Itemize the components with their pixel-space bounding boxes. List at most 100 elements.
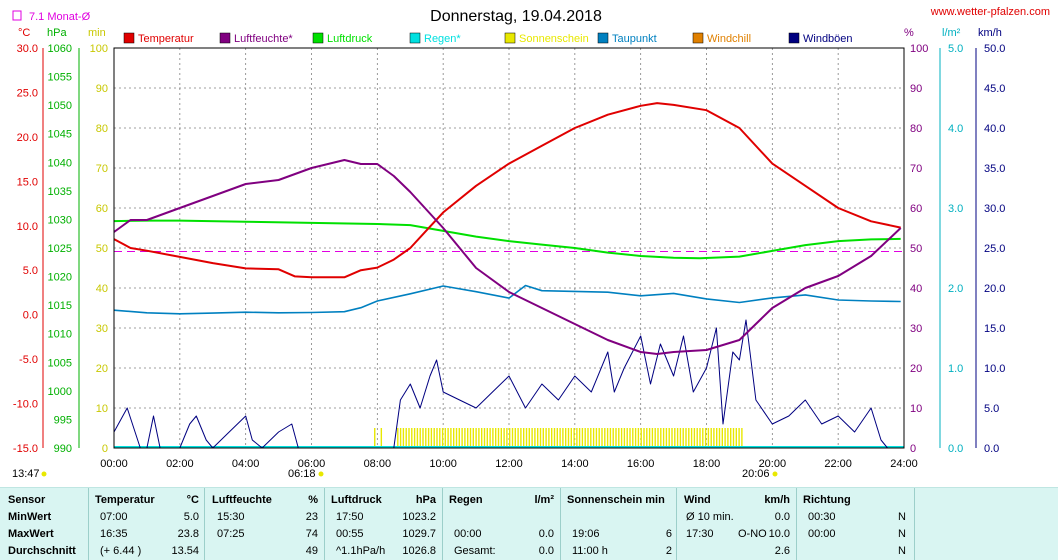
stats-cell: 07:00 — [100, 511, 128, 523]
sunshine-bar — [425, 428, 427, 448]
wind-tick: 50.0 — [984, 43, 1005, 55]
stats-cell: (+ 6.44 ) — [100, 545, 142, 557]
site-link[interactable]: www.wetter-pfalzen.com — [930, 6, 1050, 18]
stats-cell: ^1.1hPa/h — [336, 545, 386, 557]
sunshine-bar — [615, 428, 617, 448]
rain-tick: 5.0 — [948, 43, 963, 55]
legend-swatch — [219, 32, 231, 44]
wind-tick: 35.0 — [984, 163, 1005, 175]
sunshine-bar — [735, 428, 737, 448]
sunshine-bar — [528, 428, 530, 448]
stats-cell: 1023.2 — [402, 511, 436, 523]
sunshine-bar — [654, 428, 656, 448]
rain-tick: 3.0 — [948, 203, 963, 215]
sunshine-bar — [531, 428, 533, 448]
sunshine-bar — [509, 428, 511, 448]
time-markers: 13:47 06:18 20:06 — [12, 468, 778, 480]
sunshine-bar — [495, 428, 497, 448]
stats-cell: 6 — [665, 528, 672, 540]
stats-cell: Ø 10 min. — [686, 511, 734, 523]
press-tick: 990 — [54, 443, 72, 455]
sunshine-bar — [545, 428, 547, 448]
sunshine-bar — [718, 428, 721, 448]
wind-tick: 45.0 — [984, 83, 1005, 95]
sun-tick: 90 — [96, 83, 108, 95]
stats-cell: 15:30 — [217, 511, 245, 523]
time-tick: 10:00 — [429, 458, 457, 470]
stats-cell: 00:30 — [808, 511, 836, 523]
time-tick: 22:00 — [824, 458, 852, 470]
rain-tick: 4.0 — [948, 123, 963, 135]
sunshine-bar — [713, 428, 715, 448]
sunshine-bar — [721, 428, 723, 448]
sunshine-bar — [520, 428, 522, 448]
temp-tick: 20.0 — [17, 132, 38, 144]
rain-tick: 2.0 — [948, 283, 963, 295]
sunshine-bar — [676, 428, 679, 448]
stats-separator — [560, 488, 561, 560]
legend: Temperatur Luftfeuchte* Luftdruck Regen* Son… — [123, 32, 853, 45]
sunshine-bar — [537, 428, 539, 448]
sunshine-bar — [651, 428, 654, 448]
sunshine-bar — [707, 428, 710, 448]
time-tick: 18:00 — [693, 458, 721, 470]
stats-header: l/m² — [534, 494, 554, 506]
pct-tick: 80 — [910, 123, 922, 135]
temp-tick: -15.0 — [13, 443, 38, 455]
stats-separator — [204, 488, 205, 560]
pct-tick: 10 — [910, 403, 922, 415]
stats-row-label: MaxWert — [8, 528, 54, 540]
time-tick: 20:00 — [759, 458, 787, 470]
stats-cell: 00:00 — [808, 528, 836, 540]
sunshine-bar — [730, 428, 732, 448]
legend-label: Temperatur — [138, 33, 194, 45]
stats-header: Regen — [449, 494, 483, 506]
sunshine-bar — [461, 428, 463, 448]
time-tick: 12:00 — [495, 458, 523, 470]
sunshine-bar — [601, 428, 603, 448]
stats-cell: 74 — [305, 528, 318, 540]
stats-cell: 11:00 h — [572, 545, 608, 557]
sunshine-bar — [411, 428, 413, 448]
sunrise-icon — [318, 471, 324, 477]
stats-header: °C — [186, 494, 199, 506]
unit-pct: % — [904, 27, 914, 39]
sun-tick: 80 — [96, 123, 108, 135]
sunshine-bar — [682, 428, 684, 448]
sunshine-bar — [688, 428, 690, 448]
rain-tick: 1.0 — [948, 363, 963, 375]
sunshine-bar — [741, 428, 743, 448]
temp-tick: 0.0 — [23, 310, 38, 322]
sunshine-bar — [606, 428, 609, 448]
wind-tick: 40.0 — [984, 123, 1005, 135]
time-tick: 02:00 — [166, 458, 194, 470]
press-tick: 1000 — [48, 386, 72, 398]
time-tick: 06:00 — [298, 458, 326, 470]
humidity-line — [113, 159, 902, 355]
sunshine-bar — [704, 428, 707, 448]
wind-tick: 30.0 — [984, 203, 1005, 215]
sunshine-bar — [481, 428, 483, 448]
sunshine-bar — [629, 428, 631, 448]
sunshine-bar — [584, 428, 586, 448]
legend-swatch — [504, 32, 516, 44]
time-tick: 14:00 — [561, 458, 589, 470]
sunshine-bar — [523, 428, 525, 448]
sunshine-bar — [699, 428, 701, 448]
sunshine-bar — [592, 428, 595, 448]
sunshine-bar — [671, 428, 673, 448]
sunshine-bar — [492, 428, 494, 448]
stats-cell: 1026.8 — [402, 545, 436, 557]
stats-cell: 00:00 — [454, 528, 482, 540]
monat-checkbox[interactable] — [12, 10, 22, 21]
stats-separator — [442, 488, 443, 560]
sunshine-bar — [640, 428, 642, 448]
sunshine-bar — [623, 428, 626, 448]
sunshine-bar — [565, 428, 567, 448]
stats-table: Sensor Temperatur °C Luftfeuchte% Luftdruck h… — [0, 487, 1058, 560]
sunshine-bar — [439, 428, 441, 448]
sunshine-bar — [433, 428, 435, 448]
press-tick: 1040 — [48, 157, 72, 169]
sunshine-bar — [467, 428, 469, 448]
pct-tick: 70 — [910, 163, 922, 175]
